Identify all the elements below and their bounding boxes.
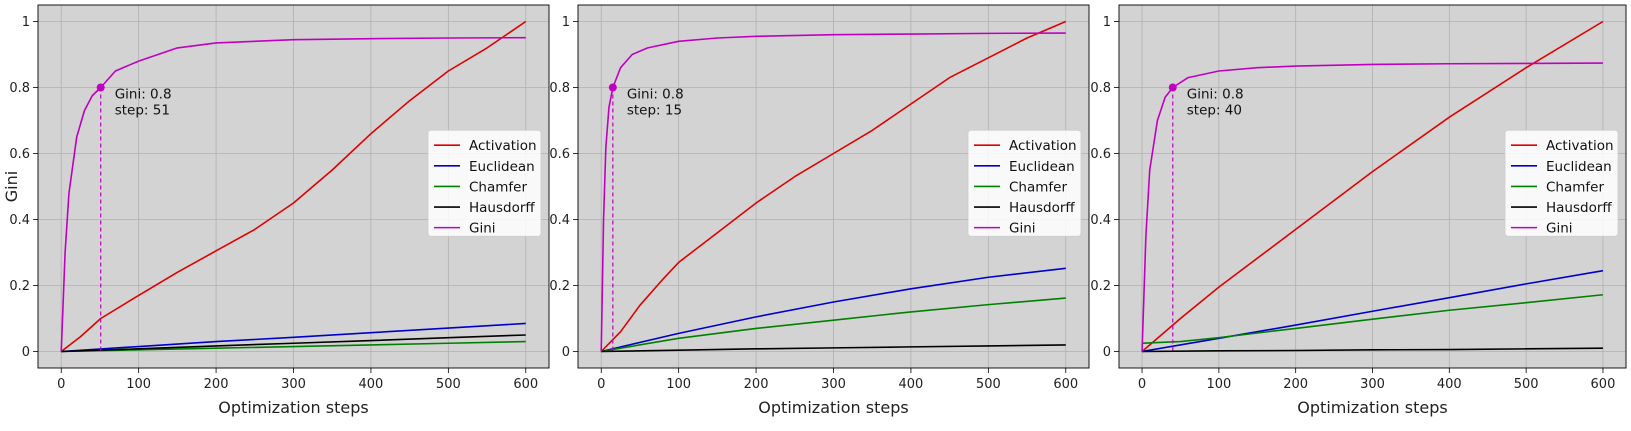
series-line-chamfer	[1142, 293, 1604, 345]
y-tick-label: 0.8	[9, 81, 30, 96]
x-tick-label: 500	[1514, 377, 1539, 392]
x-tick-label: 300	[821, 377, 846, 392]
plot-frame	[577, 4, 1090, 369]
annotation-label-gini: Gini: 0.8	[1187, 87, 1244, 103]
chart-2: 0 100 200 300 400 500 600 0 0.2 0.4 0.6 0.8 1 Optimiz…	[549, 4, 1090, 417]
series-line-euclidean	[601, 267, 1066, 353]
annotation-label-step: step: 15	[627, 103, 682, 119]
legend-entry-gini: Gini	[469, 221, 496, 237]
y-tick-label: 0.8	[1090, 81, 1111, 96]
plot-frame	[1118, 4, 1627, 369]
plot-frame	[37, 4, 550, 369]
x-tick-label: 200	[204, 377, 229, 392]
chart-1: 0 100 200 300 400 500 600 0 0.2 0.4 0.6 0.8 1 Optimiz…	[2, 4, 550, 417]
series-line-chamfer	[601, 297, 1066, 353]
x-tick-label: 300	[1360, 377, 1385, 392]
y-tick-label: 0.2	[1090, 279, 1111, 294]
x-tick-label: 200	[1283, 377, 1308, 392]
x-axis-label: Optimization steps	[758, 398, 908, 417]
legend-box	[427, 129, 542, 237]
series-line-activation	[60, 20, 527, 353]
legend-entry-gini: Gini	[1546, 221, 1573, 237]
legend-entry-chamfer: Chamfer	[1009, 179, 1067, 195]
legend-entry-activation: Activation	[1009, 138, 1077, 154]
x-tick-label: 300	[281, 377, 306, 392]
y-tick-label: 1	[22, 15, 30, 30]
legend-entry-activation: Activation	[469, 138, 537, 154]
y-tick-label: 0	[562, 345, 570, 360]
x-tick-label: 400	[359, 377, 384, 392]
legend-entry-chamfer: Chamfer	[1546, 179, 1604, 195]
y-tick-label: 0.6	[1090, 147, 1111, 162]
legend-entry-gini: Gini	[1009, 221, 1036, 237]
y-tick-label: 0.4	[1090, 213, 1111, 228]
series-line-chamfer	[61, 340, 526, 353]
x-tick-label: 600	[1053, 377, 1078, 392]
legend-box	[967, 129, 1082, 237]
series-line-gini	[1141, 62, 1603, 352]
series-line-activation	[600, 20, 1067, 353]
y-tick-label: 0.6	[9, 147, 30, 162]
y-tick-label: 0.6	[549, 147, 570, 162]
legend-entry-chamfer: Chamfer	[469, 179, 527, 195]
y-tick-label: 0.4	[549, 213, 570, 228]
series-line-gini	[600, 32, 1066, 352]
x-tick-label: 0	[1138, 377, 1146, 392]
series-line-hausdorff	[61, 334, 526, 353]
x-tick-label: 500	[436, 377, 461, 392]
series-line-activation	[1141, 20, 1604, 353]
x-tick-label: 0	[597, 377, 605, 392]
x-tick-label: 500	[976, 377, 1001, 392]
y-axis-label: Gini	[2, 171, 21, 202]
legend-entry-hausdorff: Hausdorff	[469, 200, 535, 216]
y-tick-label: 0	[22, 345, 30, 360]
legend-entry-hausdorff: Hausdorff	[1009, 200, 1075, 216]
series-line-hausdorff	[1142, 347, 1603, 353]
x-tick-label: 100	[1206, 377, 1231, 392]
annotation-label-step: step: 40	[1187, 103, 1242, 119]
y-tick-label: 0.4	[9, 213, 30, 228]
annotation-label-step: step: 51	[115, 103, 170, 119]
series-line-hausdorff	[601, 344, 1066, 353]
annotation-marker	[608, 83, 617, 92]
annotation-marker	[96, 83, 105, 92]
x-tick-label: 600	[1591, 377, 1616, 392]
y-tick-label: 1	[562, 15, 570, 30]
annotation-marker	[1168, 83, 1177, 92]
y-tick-label: 0.2	[549, 279, 570, 294]
legend-entry-euclidean: Euclidean	[469, 159, 535, 175]
y-tick-label: 1	[1103, 15, 1111, 30]
legend-box	[1504, 129, 1619, 237]
series-group	[1141, 20, 1604, 353]
chart-3: 0 100 200 300 400 500 600 0 0.2 0.4 0.6 0.8 1 Optimiz…	[1090, 4, 1627, 417]
x-axis-label: Optimization steps	[218, 398, 368, 417]
x-axis-label: Optimization steps	[1297, 398, 1447, 417]
x-tick-label: 400	[899, 377, 924, 392]
x-tick-label: 400	[1437, 377, 1462, 392]
legend-entry-hausdorff: Hausdorff	[1546, 200, 1612, 216]
y-tick-label: 0.8	[549, 81, 570, 96]
series-group	[60, 20, 527, 353]
x-tick-label: 200	[744, 377, 769, 392]
series-group	[600, 20, 1067, 353]
annotation-label-gini: Gini: 0.8	[115, 87, 172, 103]
annotation-label-gini: Gini: 0.8	[627, 87, 684, 103]
legend-entry-euclidean: Euclidean	[1546, 159, 1612, 175]
x-tick-label: 100	[666, 377, 691, 392]
y-tick-label: 0	[1103, 345, 1111, 360]
x-tick-label: 100	[126, 377, 151, 392]
legend-entry-euclidean: Euclidean	[1009, 159, 1075, 175]
series-line-gini	[60, 36, 526, 352]
y-tick-label: 0.2	[9, 279, 30, 294]
x-tick-label: 600	[513, 377, 538, 392]
legend-entry-activation: Activation	[1546, 138, 1614, 154]
x-tick-label: 0	[57, 377, 65, 392]
series-line-euclidean	[61, 322, 526, 353]
